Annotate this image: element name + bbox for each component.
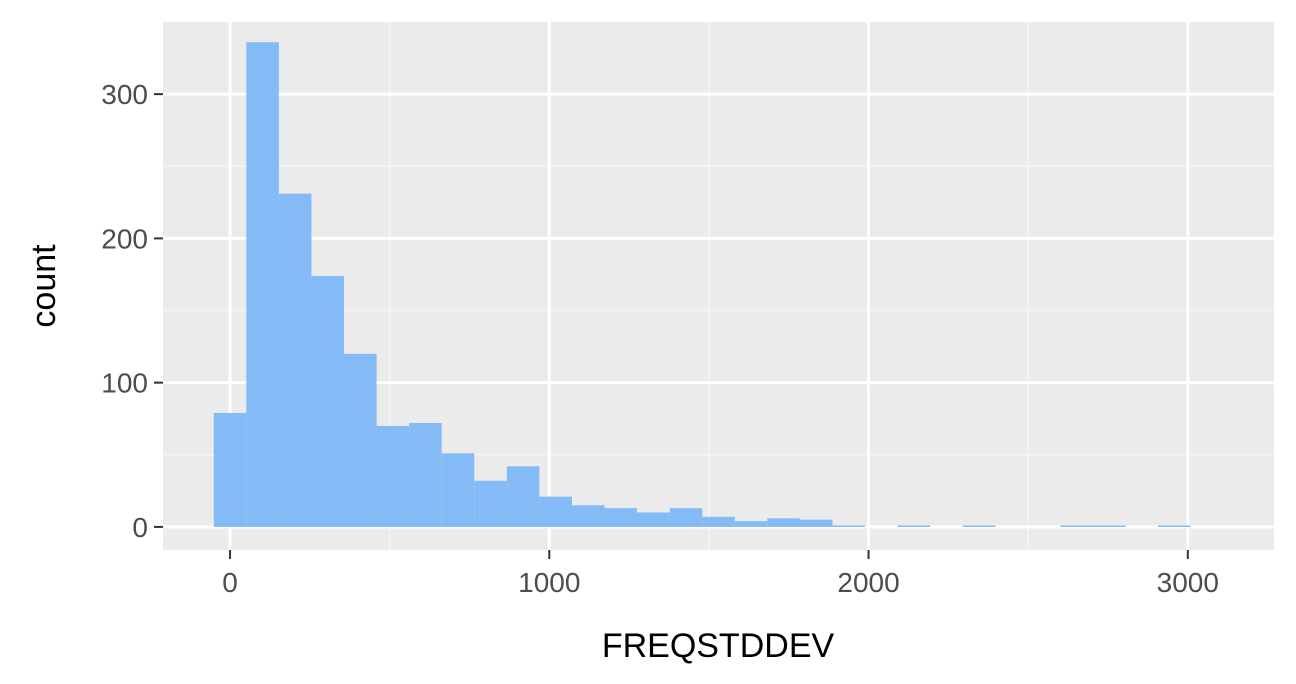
histogram-bar <box>1060 525 1093 527</box>
x-tick-label: 0 <box>222 567 238 598</box>
histogram-bar <box>539 496 572 527</box>
y-tick-label: 0 <box>132 512 148 543</box>
histogram-bar <box>604 508 638 527</box>
histogram-bar <box>474 480 507 527</box>
histogram-bar <box>311 275 345 527</box>
y-axis-title: count <box>25 244 63 328</box>
histogram-bar <box>799 519 833 527</box>
histogram-bar <box>409 423 442 527</box>
x-tick-label: 2000 <box>837 567 899 598</box>
histogram-bars <box>213 42 1191 527</box>
histogram-bar <box>506 466 540 527</box>
histogram-bar <box>213 412 247 527</box>
y-tick-label: 300 <box>101 79 148 110</box>
histogram-bar <box>962 525 996 527</box>
histogram-bar <box>767 518 800 527</box>
axis-ticks <box>154 93 1189 559</box>
histogram-bar <box>1092 525 1126 527</box>
x-tick-label: 3000 <box>1157 567 1219 598</box>
histogram-bar <box>1158 525 1191 527</box>
histogram-bar <box>376 425 410 527</box>
histogram-bar <box>246 42 279 527</box>
x-axis-tick-labels: 0 1000 2000 3000 <box>222 567 1219 598</box>
histogram-bar <box>441 453 475 527</box>
x-tick-label: 1000 <box>518 567 580 598</box>
y-tick-label: 200 <box>101 223 148 254</box>
y-axis-tick-labels: 0 100 200 300 <box>101 79 148 543</box>
histogram-bar <box>832 525 866 527</box>
histogram-bar <box>344 353 377 527</box>
histogram-bar <box>897 525 931 527</box>
histogram-bar <box>669 508 703 527</box>
histogram-bar <box>637 512 670 527</box>
histogram-bar <box>571 505 605 527</box>
y-tick-label: 100 <box>101 368 148 399</box>
histogram-bar <box>702 516 735 527</box>
histogram-bar <box>278 193 312 527</box>
x-axis-title: FREQSTDDEV <box>602 627 835 665</box>
histogram-bar <box>734 521 768 527</box>
